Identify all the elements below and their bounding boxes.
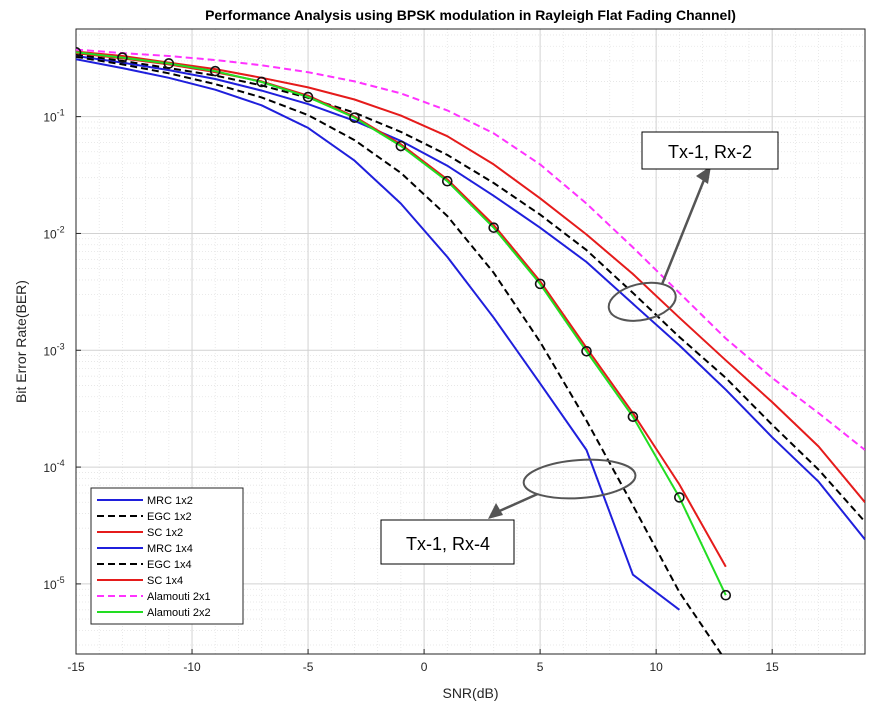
data-point-marker: [256, 76, 267, 88]
data-point-marker: [627, 411, 639, 422]
plot-frame: [75, 28, 866, 655]
legend-entry-alamouti-2x2: Alamouti 2x2: [147, 607, 211, 619]
y-tick-label: 10-5: [43, 575, 64, 592]
data-point-marker: [163, 58, 175, 69]
data-point-marker: [488, 222, 500, 233]
series-lines: [76, 47, 865, 654]
y-tick-label: 10-4: [43, 458, 64, 475]
series-line-egc-1x2: [76, 53, 865, 523]
x-tick-label: -10: [183, 660, 201, 674]
legend-entry-egc-1x4: EGC 1x4: [147, 559, 192, 571]
data-point-marker: [441, 175, 453, 187]
data-point-marker: [76, 47, 82, 58]
x-tick-label: 5: [537, 660, 544, 674]
series-line-alamouti-2x2: [76, 51, 727, 596]
series-line-alamouti-2x1: [76, 48, 865, 451]
arrowhead-rx2: [696, 166, 711, 184]
y-tick-label: 10-3: [43, 341, 64, 358]
data-point-marker: [581, 345, 592, 357]
x-axis-title: SNR(dB): [442, 685, 498, 701]
annotations: Tx-1, Rx-2 Tx-1, Rx-4: [380, 131, 779, 565]
axes: -15 -10 -5 0 5 10 15 10-1 10-2 10-3 10-4 10-5: [43, 108, 779, 674]
x-tick-label: -5: [303, 660, 314, 674]
legend-entry-sc-1x2: SC 1x2: [147, 527, 183, 539]
x-tick-label: 15: [765, 660, 779, 674]
x-tick-label: -15: [67, 660, 85, 674]
annotation-ellipse-rx4: [522, 458, 637, 500]
legend-box: [90, 487, 244, 625]
data-point-marker: [534, 278, 546, 290]
annotation-label-rx4: Tx-1, Rx-4: [406, 534, 490, 554]
arrowhead-rx4: [488, 503, 503, 519]
y-tick-label: 10-2: [43, 224, 64, 241]
x-tick-label: 10: [649, 660, 663, 674]
annotation-arrow-rx2: [661, 174, 708, 285]
series-group: [76, 47, 865, 654]
y-axis-title: Bit Error Rate(BER): [13, 280, 29, 403]
data-point-marker: [349, 112, 360, 123]
data-point-marker: [117, 52, 128, 63]
annotation-ellipse-rx2: [607, 281, 677, 322]
data-point-marker: [395, 140, 407, 152]
series-line-sc-1x2: [76, 50, 865, 503]
annotation-arrow-rx4: [494, 492, 539, 515]
annotation-label-rx2: Tx-1, Rx-2: [668, 142, 752, 162]
legend-entry-mrc-1x4: MRC 1x4: [147, 543, 193, 555]
chart-title: Performance Analysis using BPSK modulati…: [205, 7, 736, 23]
annotation-box-rx2: [641, 131, 779, 170]
x-tick-label: 0: [421, 660, 428, 674]
legend: MRC 1x2 EGC 1x2 SC 1x2 MRC 1x4 EGC 1x4 SC 1x4…: [90, 487, 244, 625]
annotation-box-rx4: [380, 519, 515, 565]
legend-entry-alamouti-2x1: Alamouti 2x1: [147, 591, 211, 603]
series-line-mrc-1x2: [76, 55, 865, 541]
y-tick-label: 10-1: [43, 108, 64, 125]
data-point-marker: [209, 65, 221, 77]
legend-entry-egc-1x2: EGC 1x2: [147, 511, 192, 523]
legend-entry-mrc-1x2: MRC 1x2: [147, 495, 193, 507]
data-point-marker: [720, 589, 732, 601]
data-point-marker: [674, 492, 685, 503]
series-line-egc-1x4: [76, 55, 723, 654]
data-point-marker: [302, 91, 314, 103]
legend-entry-sc-1x4: SC 1x4: [147, 575, 183, 587]
series-line-mrc-1x4: [76, 58, 681, 611]
